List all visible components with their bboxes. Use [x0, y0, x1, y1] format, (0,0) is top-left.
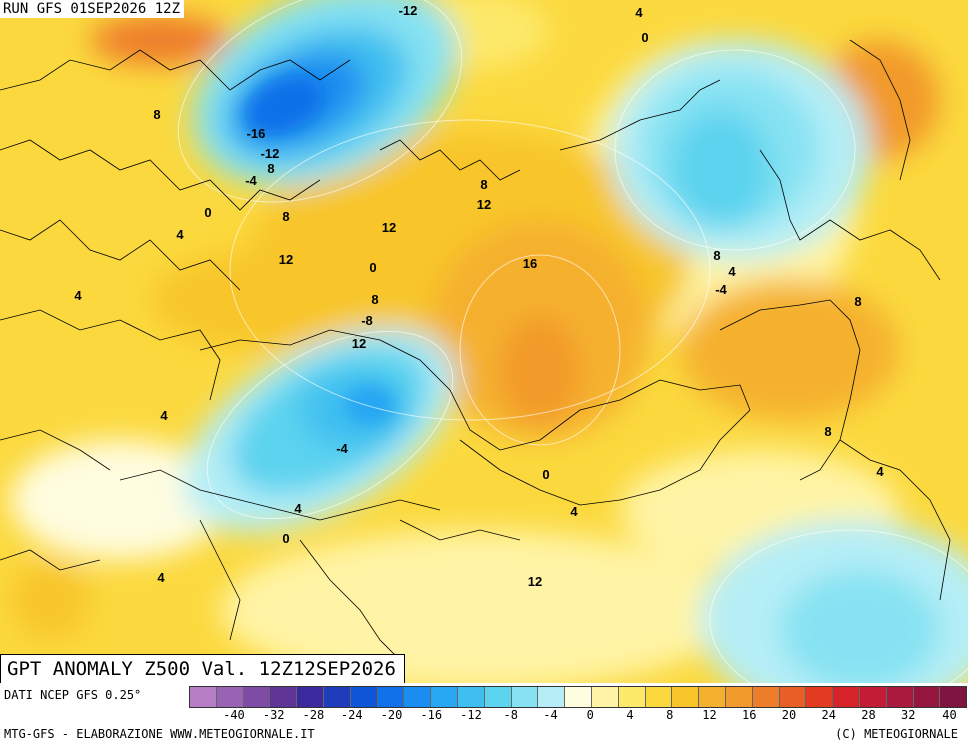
scale-swatch: [350, 687, 378, 707]
scale-tick-label: -40: [223, 708, 245, 722]
scale-swatch: [216, 687, 244, 707]
contour-value-label: 12: [382, 220, 396, 235]
scale-swatch: [618, 687, 646, 707]
contour-value-label: -4: [336, 441, 348, 456]
scale-swatch: [913, 687, 941, 707]
scale-tick-label: 40: [942, 708, 957, 722]
map-title: GPT ANOMALY Z500 Val. 12Z12SEP2026: [0, 654, 405, 684]
scale-swatch: [940, 687, 967, 707]
scale-tick-label: -4: [543, 708, 558, 722]
scale-swatch: [323, 687, 351, 707]
scale-swatch: [699, 687, 726, 707]
scale-tick-label: 32: [901, 708, 916, 722]
isolines: [177, 0, 968, 683]
contour-value-label: 8: [371, 292, 378, 307]
scale-swatch: [431, 687, 458, 707]
scale-swatch: [270, 687, 298, 707]
contour-value-label: 4: [635, 5, 643, 20]
contour-value-label: 4: [74, 288, 82, 303]
scale-swatch: [484, 687, 512, 707]
contour-value-label: 4: [157, 570, 165, 585]
contour-value-label: -16: [247, 126, 266, 141]
color-scale-ticks: -40 -32 -28 -24 -20 -16 -12 -8 -4 0 4 8 12 16 20 24 28 32…: [189, 708, 965, 724]
contour-value-label: 12: [279, 252, 293, 267]
scale-tick-label: -28: [302, 708, 325, 722]
scale-swatch: [833, 687, 860, 707]
contour-value-label: 8: [153, 107, 160, 122]
contour-value-label: 8: [854, 294, 861, 309]
contour-value-label: 8: [824, 424, 831, 439]
contour-value-label: 0: [641, 30, 648, 45]
contour-value-label: 0: [204, 205, 211, 220]
anomaly-field: [10, 0, 968, 683]
scale-swatch: [297, 687, 324, 707]
scale-swatch: [591, 687, 619, 707]
contour-value-label: -8: [361, 313, 373, 328]
contour-value-label: 12: [352, 336, 366, 351]
contour-value-label: 4: [294, 501, 302, 516]
credit-right: (C) METEOGIORNALE: [835, 727, 958, 741]
scale-tick-label: -16: [420, 708, 443, 722]
contour-value-label: 4: [876, 464, 884, 479]
contour-value-label: 4: [176, 227, 184, 242]
scale-swatch: [190, 687, 217, 707]
scale-swatch: [806, 687, 834, 707]
geographic-borders: [0, 39, 951, 661]
scale-tick-label: 28: [861, 708, 876, 722]
footer: DATI NCEP GFS 0.25° -40 -32 -28 -24 -20 -16 -1…: [0, 683, 968, 745]
scale-swatch: [538, 687, 566, 707]
contour-value-label: 0: [369, 260, 376, 275]
scale-tick-label: 12: [702, 708, 717, 722]
scale-swatch: [886, 687, 914, 707]
scale-swatch: [457, 687, 485, 707]
contour-value-label: 4: [160, 408, 168, 423]
scale-swatch: [404, 687, 432, 707]
data-source-label: DATI NCEP GFS 0.25°: [4, 688, 142, 702]
scale-swatch: [511, 687, 539, 707]
contour-value-label: 8: [282, 209, 289, 224]
credit-left: MTG-GFS - ELABORAZIONE WWW.METEOGIORNALE…: [4, 727, 315, 741]
contour-value-label: 16: [523, 256, 537, 271]
scale-tick-label: 20: [781, 708, 797, 722]
scale-swatch: [672, 687, 700, 707]
contour-value-label: 0: [542, 467, 549, 482]
scale-swatch: [377, 687, 405, 707]
scale-tick-label: -32: [262, 708, 285, 722]
scale-swatch: [752, 687, 780, 707]
scale-tick-label: -12: [460, 708, 482, 722]
contour-value-label: -12: [399, 3, 418, 18]
scale-tick-label: 4: [626, 708, 634, 722]
anomaly-cores: [247, 76, 395, 425]
scale-swatch: [243, 687, 271, 707]
contour-value-label: 8: [713, 248, 720, 263]
scale-swatch: [565, 687, 592, 707]
scale-tick-label: -20: [380, 708, 403, 722]
contour-value-label: 4: [570, 504, 578, 519]
scale-tick-label: 16: [742, 708, 757, 722]
scale-tick-label: -24: [340, 708, 363, 722]
contour-value-label: -4: [715, 282, 727, 297]
scale-swatch: [645, 687, 673, 707]
scale-tick-label: 0: [586, 708, 594, 722]
contour-value-label: 4: [728, 264, 736, 279]
contour-value-label: 12: [477, 197, 491, 212]
scale-tick-label: 8: [666, 708, 674, 722]
scale-tick-label: -8: [503, 708, 518, 722]
contour-value-label: 8: [480, 177, 487, 192]
color-scale-bar: [189, 686, 967, 708]
contour-value-label: 0: [282, 531, 289, 546]
contour-value-label: -4: [245, 173, 257, 188]
contour-value-label: 8: [267, 161, 274, 176]
contour-value-label: 12: [528, 574, 542, 589]
scale-swatch: [859, 687, 887, 707]
scale-swatch: [779, 687, 807, 707]
contour-value-label: -12: [261, 146, 280, 161]
scale-tick-label: 24: [821, 708, 836, 722]
scale-swatch: [725, 687, 753, 707]
run-label: RUN GFS 01SEP2026 12Z: [0, 0, 185, 18]
